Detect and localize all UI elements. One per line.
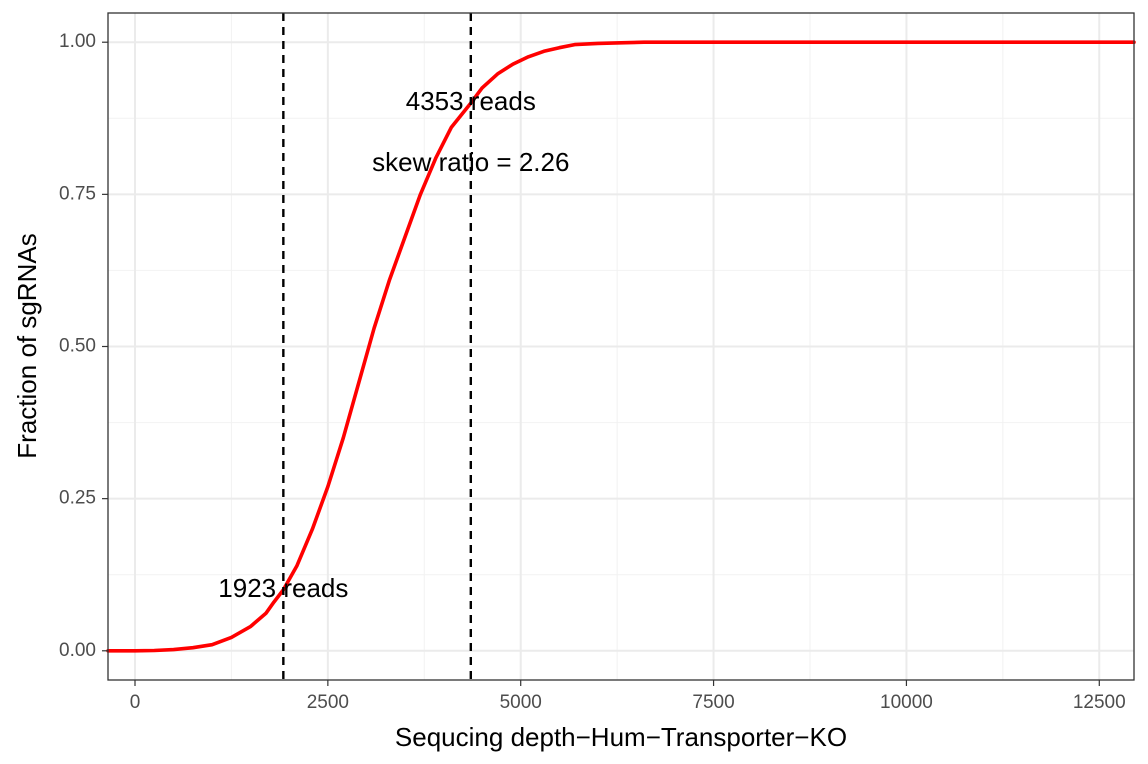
y-tick-label: 0.75: [59, 183, 96, 204]
y-tick-label: 0.25: [59, 488, 96, 509]
axis-layer: 0 2500 5000 7500 10000 12500 0.00 0.25 0.50 0.75 1…: [59, 31, 1126, 713]
x-tick-label: 0: [130, 692, 141, 713]
y-tick-label: 0.00: [59, 640, 96, 661]
x-tick-label: 7500: [692, 692, 734, 713]
x-tick-label: 10000: [880, 692, 933, 713]
y-tick-label: 1.00: [59, 31, 96, 52]
annotation-label-0: 1923 reads: [218, 573, 348, 603]
series-line-0: [106, 40, 1136, 653]
line-layer: [106, 40, 1136, 653]
x-tick-label: 12500: [1073, 692, 1126, 713]
x-tick-label: 2500: [307, 692, 349, 713]
x-tick-label: 5000: [500, 692, 542, 713]
y-axis-title: Fraction of sgRNAs: [12, 233, 42, 458]
x-axis-title: Sequcing depth−Hum−Transporter−KO: [395, 722, 847, 752]
annotation-label-1: 4353 reads: [406, 86, 536, 116]
annotation-layer: 1923 reads 4353 reads skew ratio = 2.26: [218, 86, 569, 603]
y-tick-label: 0.50: [59, 336, 96, 357]
annotation-label-2: skew ratio = 2.26: [372, 147, 569, 177]
